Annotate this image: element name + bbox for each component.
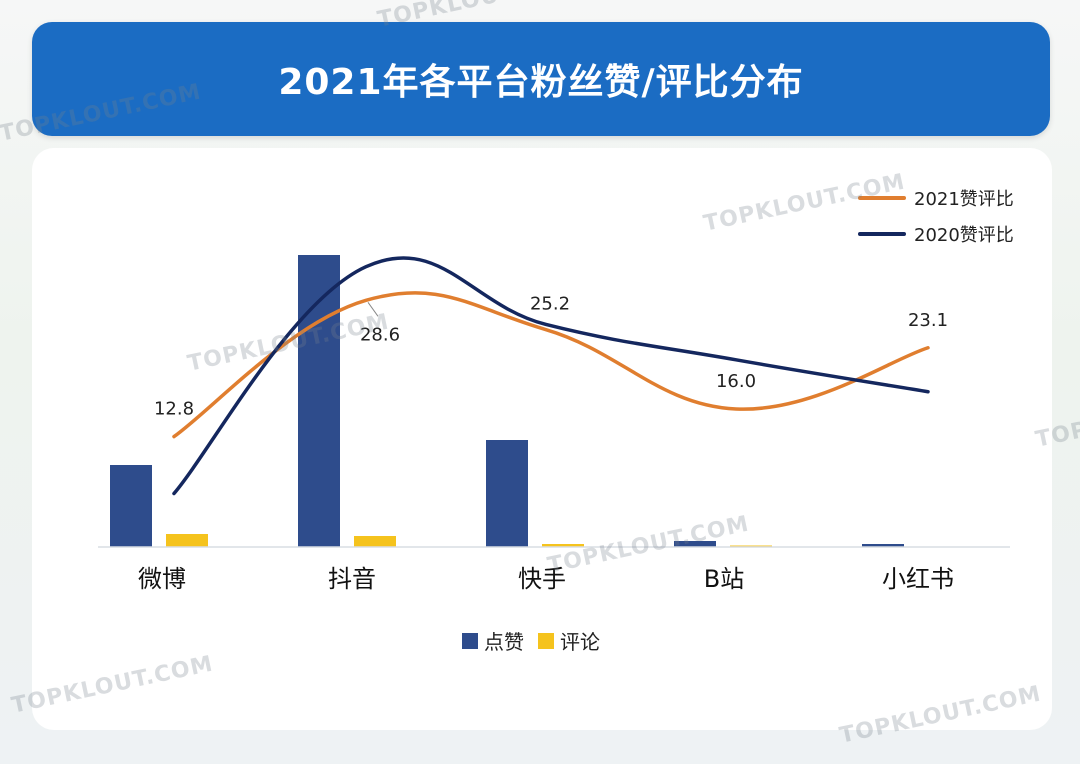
- legend-swatch-comments: [538, 632, 554, 649]
- legend-swatch-2021: [858, 196, 906, 200]
- bar-legend: 点赞 评论: [462, 626, 614, 655]
- data-label-2021: 28.6: [360, 324, 400, 345]
- line-legend: 2021赞评比 2020赞评比: [858, 188, 1014, 260]
- legend-item-2020[interactable]: 2020赞评比: [858, 224, 1014, 246]
- legend-label-2021: 2021赞评比: [914, 189, 1014, 210]
- bar-comments: [542, 544, 584, 547]
- chart-title: 2021年各平台粉丝赞/评比分布: [278, 62, 804, 103]
- legend-swatch-likes: [462, 632, 478, 649]
- data-label-2021: 16.0: [716, 371, 756, 392]
- bar-likes: [674, 541, 716, 547]
- bar-comments: [166, 534, 208, 547]
- data-label-2021: 25.2: [530, 294, 570, 315]
- bar-comments: [354, 536, 396, 547]
- data-label-2021: 23.1: [908, 310, 948, 331]
- bars-layer: [110, 255, 904, 547]
- legend-item-2021[interactable]: 2021赞评比: [858, 188, 1014, 210]
- data-label-2021: 12.8: [154, 399, 194, 420]
- category-tick-label: 微博: [138, 565, 186, 593]
- title-banner: 2021年各平台粉丝赞/评比分布: [32, 22, 1050, 136]
- bar-likes: [862, 544, 904, 547]
- category-tick-label: B站: [704, 565, 744, 593]
- data-label-leader: [367, 302, 379, 317]
- category-tick-label: 快手: [518, 565, 566, 593]
- bar-likes: [110, 465, 152, 547]
- line-2021: [172, 291, 930, 439]
- category-tick-label: 小红书: [882, 565, 954, 593]
- ticks-layer: 微博 抖音 快手 B站 小红书: [138, 565, 954, 593]
- legend-label-2020: 2020赞评比: [914, 225, 1014, 246]
- legend-label-likes[interactable]: 点赞: [484, 630, 524, 654]
- labels-layer: 12.8 28.6 25.2 16.0 23.1: [154, 294, 948, 420]
- line-2020: [172, 256, 930, 496]
- bar-likes: [298, 255, 340, 547]
- lines-layer: [172, 256, 930, 496]
- bar-likes: [486, 440, 528, 547]
- legend-swatch-2020: [858, 232, 906, 236]
- legend-label-comments[interactable]: 评论: [560, 630, 600, 654]
- category-tick-label: 抖音: [328, 565, 376, 593]
